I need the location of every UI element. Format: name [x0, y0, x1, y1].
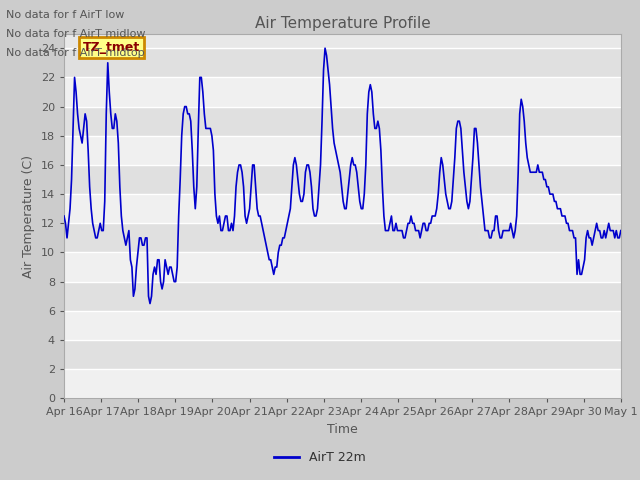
Legend: AirT 22m: AirT 22m: [269, 446, 371, 469]
Bar: [64, 282, 621, 311]
Text: No data for f AirT midtop: No data for f AirT midtop: [6, 48, 145, 58]
X-axis label: Time: Time: [327, 423, 358, 436]
Bar: [64, 165, 621, 194]
Bar: [64, 194, 621, 223]
Text: TZ_tmet: TZ_tmet: [83, 41, 140, 54]
Bar: [64, 223, 621, 252]
Y-axis label: Air Temperature (C): Air Temperature (C): [22, 155, 35, 277]
Bar: [64, 77, 621, 107]
Bar: [64, 369, 621, 398]
Bar: [64, 107, 621, 136]
Text: No data for f AirT low: No data for f AirT low: [6, 10, 125, 20]
Bar: [64, 136, 621, 165]
Bar: [64, 48, 621, 77]
Title: Air Temperature Profile: Air Temperature Profile: [255, 16, 430, 31]
Bar: [64, 311, 621, 340]
Bar: [64, 340, 621, 369]
Bar: [64, 252, 621, 282]
Text: No data for f AirT midlow: No data for f AirT midlow: [6, 29, 146, 39]
